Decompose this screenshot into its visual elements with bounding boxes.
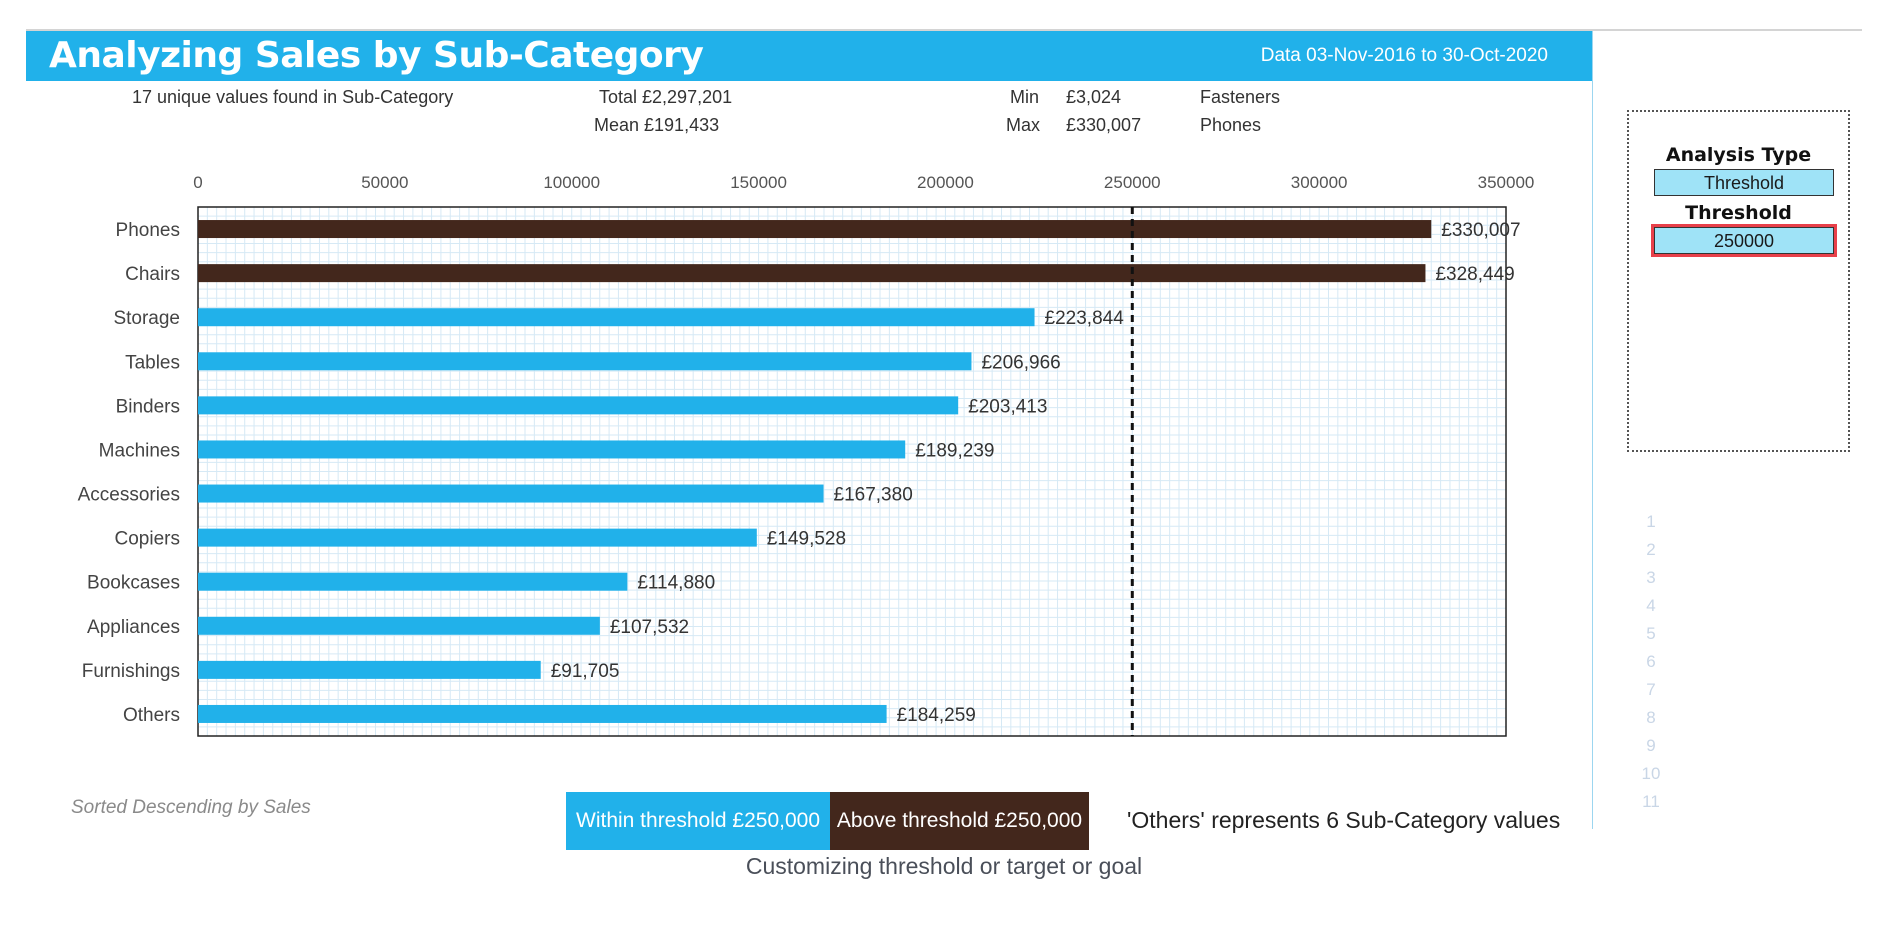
- row-numbers: 1 2 3 4 5 6 7 8 9 10 11: [1636, 512, 1666, 820]
- legend-within-threshold: Within threshold £250,000: [566, 792, 830, 850]
- bar-bookcases: [198, 572, 628, 591]
- bar-phones: [198, 220, 1432, 239]
- min-label: Min: [1010, 87, 1040, 107]
- x-tick-label: 100000: [543, 173, 600, 192]
- caption: Customizing threshold or target or goal: [745, 853, 1143, 879]
- bar-accessories: [198, 484, 824, 503]
- unique-values-stat: 17 unique values found in Sub-Category: [132, 87, 454, 107]
- value-label: £107,532: [610, 617, 689, 638]
- category-label: Tables: [125, 352, 180, 373]
- row-number: 1: [1646, 512, 1656, 531]
- row-number: 8: [1646, 708, 1656, 727]
- min-category: Fasteners: [1200, 87, 1281, 107]
- bar-furnishings: [198, 660, 541, 679]
- value-label: £114,880: [637, 573, 715, 594]
- bar-machines: [198, 440, 906, 459]
- row-number: 2: [1646, 540, 1656, 559]
- header-band: Analyzing Sales by Sub-Category Data 03-…: [26, 31, 1592, 81]
- bar-copiers: [198, 528, 757, 547]
- sheet-edge: [1592, 31, 1593, 829]
- total-stat: Total £2,297,201: [599, 87, 733, 107]
- category-label: Appliances: [87, 617, 180, 638]
- row-number: 4: [1646, 596, 1656, 615]
- max-category: Phones: [1200, 115, 1262, 135]
- value-label: £203,413: [968, 396, 1047, 417]
- x-tick-label: 150000: [730, 173, 787, 192]
- threshold-label: Threshold: [1685, 202, 1792, 224]
- value-label: £149,528: [767, 529, 846, 550]
- x-tick-label: 200000: [917, 173, 974, 192]
- row-number: 7: [1646, 680, 1656, 699]
- row-number: 9: [1646, 736, 1656, 755]
- others-note: 'Others' represents 6 Sub-Category value…: [1127, 807, 1561, 833]
- threshold-input[interactable]: 250000: [1654, 227, 1834, 254]
- category-label: Binders: [116, 396, 180, 417]
- row-number: 11: [1642, 792, 1660, 811]
- value-label: £223,844: [1045, 308, 1125, 329]
- mean-stat: Mean £191,433: [594, 115, 720, 135]
- bar-others: [198, 704, 887, 723]
- x-tick-label: 300000: [1291, 173, 1348, 192]
- legend-above-threshold: Above threshold £250,000: [830, 792, 1089, 850]
- category-label: Copiers: [115, 529, 180, 550]
- analysis-panel: Analysis Type Threshold Threshold 250000: [1627, 110, 1850, 452]
- value-label: £167,380: [834, 485, 913, 506]
- max-value: £330,007: [1066, 115, 1142, 135]
- x-tick-label: 0: [193, 173, 202, 192]
- analysis-type-field[interactable]: Threshold: [1654, 169, 1834, 196]
- category-label: Bookcases: [87, 573, 180, 594]
- report-area: Analyzing Sales by Sub-Category Data 03-…: [26, 31, 1592, 850]
- sheet-top-border: [26, 29, 1862, 31]
- sorted-note: Sorted Descending by Sales: [71, 797, 311, 818]
- category-label: Chairs: [125, 264, 180, 285]
- x-tick-label: 250000: [1104, 173, 1161, 192]
- value-label: £330,007: [1441, 220, 1520, 241]
- category-label: Storage: [113, 308, 180, 329]
- plot-frame: [197, 206, 1507, 737]
- value-label: £91,705: [551, 661, 620, 682]
- row-number: 10: [1641, 764, 1661, 783]
- max-label: Max: [1006, 115, 1041, 135]
- row-number: 3: [1646, 568, 1656, 587]
- bar-storage: [198, 308, 1035, 327]
- row-number: 6: [1646, 652, 1656, 671]
- bar-appliances: [198, 616, 600, 635]
- category-label: Machines: [99, 440, 180, 461]
- bar-tables: [198, 352, 972, 371]
- value-label: £189,239: [915, 440, 994, 461]
- bar-binders: [198, 396, 959, 415]
- row-number: 5: [1646, 624, 1656, 643]
- value-label: £184,259: [897, 705, 976, 726]
- date-range: Data 03-Nov-2016 to 30-Oct-2020: [1260, 45, 1548, 66]
- category-label: Accessories: [78, 485, 180, 506]
- category-label: Furnishings: [82, 661, 180, 682]
- bar-chairs: [198, 264, 1426, 283]
- report-title: Analyzing Sales by Sub-Category: [49, 35, 704, 76]
- sales-bar-chart: 0 50000 100000 150000 200000 250000 300000 3500…: [78, 173, 1535, 737]
- value-label: £328,449: [1435, 264, 1514, 285]
- category-label: Others: [123, 705, 180, 726]
- min-value: £3,024: [1066, 87, 1122, 107]
- category-label: Phones: [116, 220, 180, 241]
- analysis-type-label: Analysis Type: [1665, 144, 1812, 166]
- x-tick-label: 50000: [361, 173, 408, 192]
- value-label: £206,966: [981, 352, 1060, 373]
- x-tick-label: 350000: [1478, 173, 1535, 192]
